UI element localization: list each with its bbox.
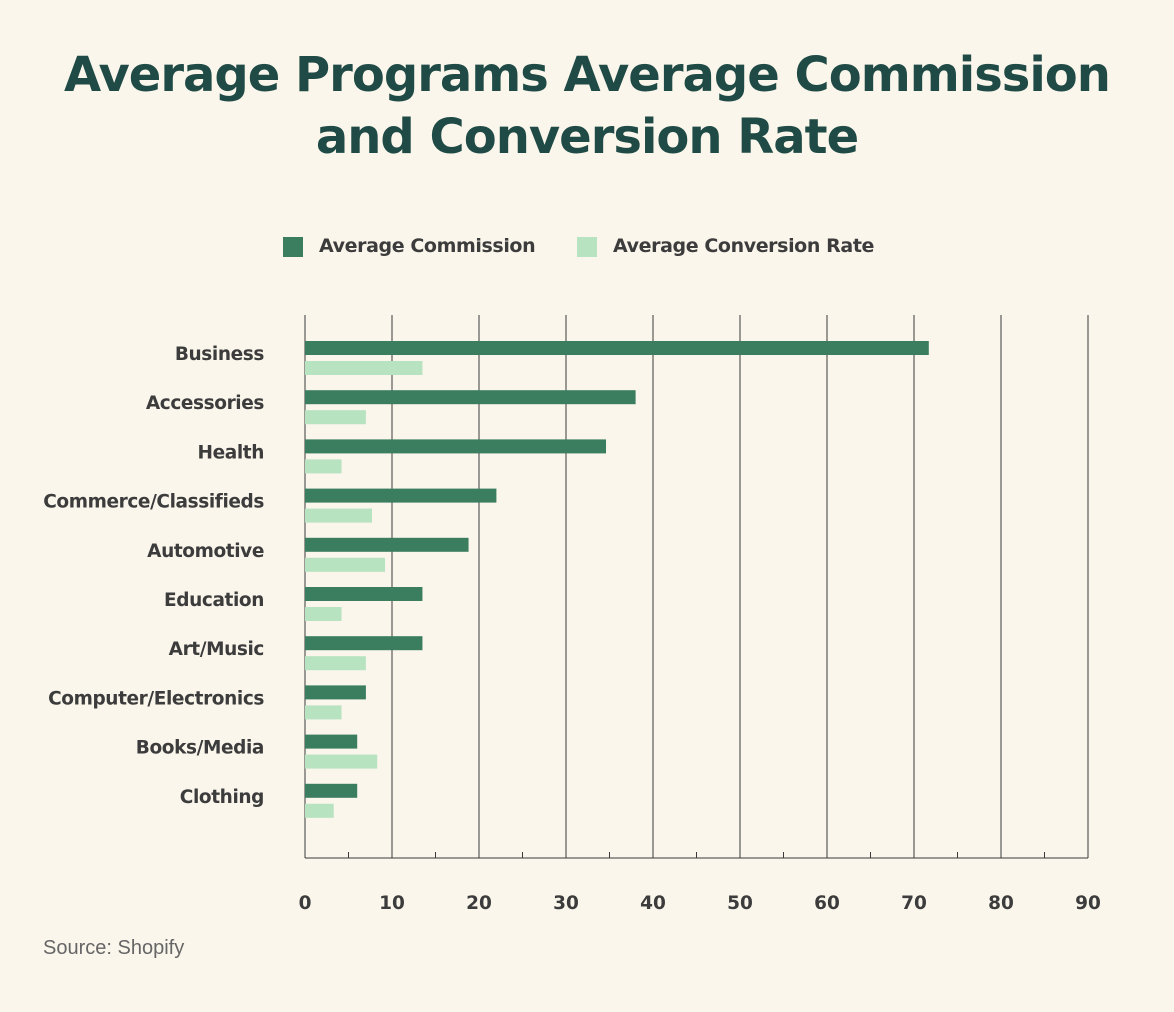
commission-bar — [305, 783, 358, 798]
x-tick-label-80: 80 — [988, 893, 1014, 914]
commission-bar — [305, 685, 366, 700]
commission-bar — [305, 488, 497, 503]
x-tick-label-90: 90 — [1075, 893, 1101, 914]
category-label: Business — [175, 344, 265, 365]
category-label: Health — [198, 442, 264, 463]
conversion-bar — [305, 508, 372, 523]
category-label: Computer/Electronics — [48, 688, 264, 709]
conversion-bar — [305, 459, 342, 474]
x-tick-label-30: 30 — [553, 893, 579, 914]
commission-bar — [305, 341, 929, 355]
category-label: Automotive — [147, 541, 264, 562]
legend-label-commission: Average Commission — [319, 235, 536, 257]
commission-bar — [305, 587, 423, 601]
category-label: Art/Music — [169, 639, 264, 660]
x-tick-label-40: 40 — [640, 893, 666, 914]
commission-bar — [305, 390, 636, 405]
source-note: Source: Shopify — [43, 937, 185, 959]
conversion-bar — [305, 803, 334, 818]
legend-swatch-conversion — [577, 237, 597, 257]
commission-bar — [305, 636, 423, 651]
conversion-bar — [305, 607, 342, 621]
commission-bar — [305, 439, 607, 454]
category-label: Education — [164, 590, 264, 611]
conversion-bar — [305, 557, 386, 572]
conversion-bar — [305, 656, 366, 671]
conversion-bar — [305, 754, 378, 769]
category-label: Clothing — [180, 787, 264, 808]
category-label: Accessories — [146, 393, 265, 414]
x-tick-label-10: 10 — [379, 893, 405, 914]
commission-bar — [305, 537, 469, 552]
x-tick-label-60: 60 — [814, 893, 840, 914]
chart-title: Average Programs Average Commission and … — [64, 47, 1111, 165]
conversion-bar — [305, 410, 366, 425]
category-label: Books/Media — [136, 738, 264, 759]
x-tick-label-20: 20 — [466, 893, 492, 914]
legend-label-conversion: Average Conversion Rate — [613, 235, 874, 257]
commission-bar — [305, 734, 358, 749]
category-label: Commerce/Classifieds — [43, 492, 264, 513]
legend-swatch-commission — [283, 237, 303, 257]
x-tick-label-0: 0 — [299, 893, 312, 914]
x-tick-label-50: 50 — [727, 893, 753, 914]
conversion-bar — [305, 705, 342, 720]
x-tick-label-70: 70 — [901, 893, 927, 914]
conversion-bar — [305, 361, 423, 375]
